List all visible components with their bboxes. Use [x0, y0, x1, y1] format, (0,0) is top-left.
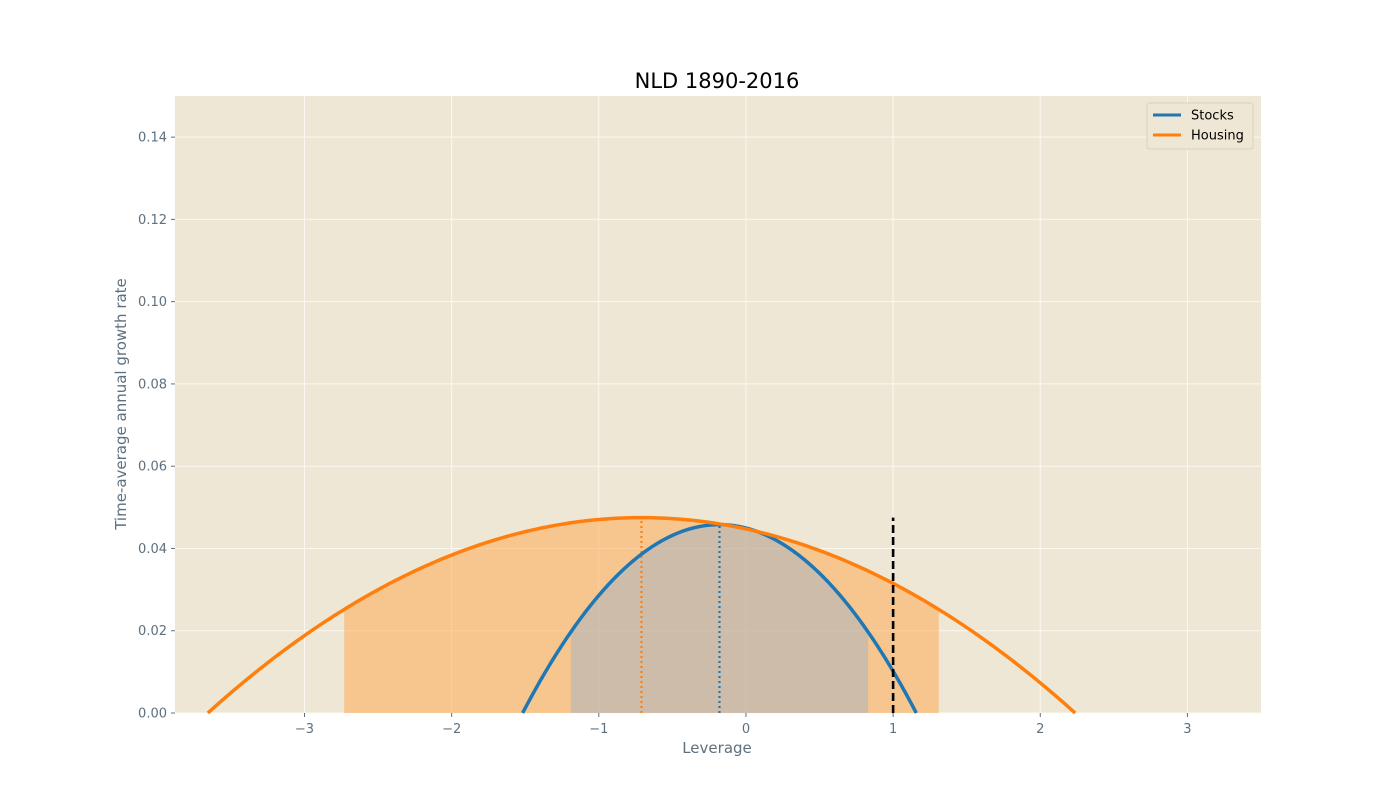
x-axis-label: Leverage — [682, 739, 752, 757]
y-tick-label-4: 0.08 — [138, 377, 167, 392]
x-tick-label-4: 1 — [889, 722, 897, 737]
legend-label-housing: Housing — [1191, 129, 1244, 144]
y-tick-label-6: 0.12 — [138, 213, 167, 228]
y-tick-label-1: 0.02 — [138, 624, 167, 639]
x-tick-label-0: −3 — [295, 722, 314, 737]
x-tick-label-6: 3 — [1183, 722, 1191, 737]
legend: Stocks Housing — [1146, 102, 1254, 150]
optimum-lines — [640, 517, 721, 713]
x-tick-label-1: −2 — [442, 722, 461, 737]
legend-label-stocks: Stocks — [1191, 109, 1234, 124]
x-tick-label-5: 2 — [1036, 722, 1044, 737]
y-axis-label: Time-average annual growth rate — [112, 278, 130, 531]
y-tick-label-7: 0.14 — [138, 131, 167, 146]
y-tick-label-3: 0.06 — [138, 460, 167, 475]
shaded-region-stocks — [570, 524, 869, 713]
x-tick-label-3: 0 — [742, 722, 750, 737]
shade-layer — [344, 517, 939, 713]
chart-title: NLD 1890-2016 — [635, 69, 800, 93]
x-axis-ticks: −3 −2 −1 0 1 2 3 — [295, 713, 1192, 737]
y-tick-label-0: 0.00 — [138, 707, 167, 722]
curve-housing — [206, 515, 1077, 715]
curve-layer — [206, 515, 1077, 715]
x-tick-label-2: −1 — [589, 722, 608, 737]
y-axis-ticks: 0.00 0.02 0.04 0.06 0.08 0.10 0.12 0.14 — [138, 131, 175, 722]
y-tick-label-2: 0.04 — [138, 542, 167, 557]
y-tick-label-5: 0.10 — [138, 295, 167, 310]
